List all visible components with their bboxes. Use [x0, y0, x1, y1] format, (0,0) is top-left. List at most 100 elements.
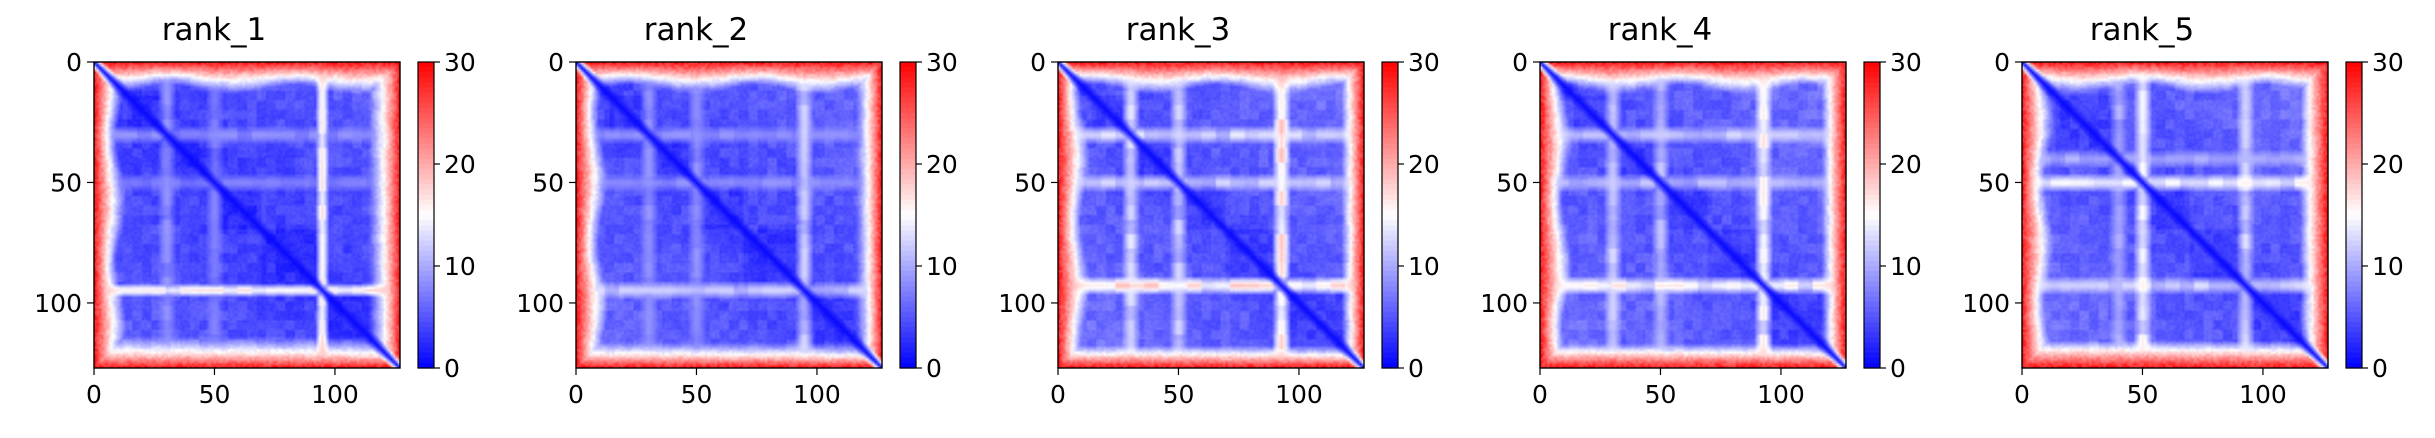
colorbar-segment: [900, 286, 916, 293]
colorbar-segment: [1864, 118, 1880, 124]
colorbar-segment: [1864, 260, 1880, 267]
colorbar-segment: [418, 332, 434, 338]
colorbar-segment: [2346, 255, 2362, 262]
colorbar-segment: [1382, 240, 1398, 247]
colorbar-segment: [900, 204, 916, 211]
colorbar-segment: [1382, 245, 1398, 252]
colorbar-segment: [1382, 235, 1398, 242]
colorbar-segment: [418, 260, 434, 267]
colorbar-segment: [2346, 291, 2362, 298]
colorbar-tick-label: 0: [926, 354, 942, 383]
x-tick-label: 100: [1275, 380, 1323, 409]
colorbar-segment: [1382, 296, 1398, 303]
colorbar-segment: [1864, 255, 1880, 262]
axes-frame: [93, 61, 401, 369]
colorbar-segment: [2346, 67, 2362, 73]
colorbar-segment: [2346, 317, 2362, 323]
colorbar-segment: [1382, 174, 1398, 180]
colorbar-segment: [418, 250, 434, 257]
x-tick-label: 50: [1645, 380, 1677, 409]
colorbar-segment: [2346, 235, 2362, 242]
colorbar-segment: [1864, 199, 1880, 206]
colorbar-segment: [418, 67, 434, 73]
colorbar-segment: [900, 255, 916, 262]
colorbar-segment: [1864, 286, 1880, 293]
colorbar-segment: [418, 102, 434, 109]
colorbar-segment: [1864, 113, 1880, 119]
colorbar-segment: [900, 322, 916, 328]
colorbar-segment: [1864, 220, 1880, 226]
y-tick-label: 100: [516, 289, 564, 318]
colorbar-segment: [418, 240, 434, 247]
x-tick-label: 100: [311, 380, 359, 409]
colorbar-segment: [1382, 169, 1398, 175]
colorbar-segment: [900, 276, 916, 282]
colorbar-segment: [1864, 143, 1880, 150]
colorbar-segment: [1382, 271, 1398, 277]
colorbar-segment: [2346, 164, 2362, 170]
colorbar-segment: [2346, 92, 2362, 99]
colorbar-segment: [2346, 240, 2362, 247]
colorbar-segment: [418, 301, 434, 308]
y-tick-label: 0: [548, 48, 564, 77]
colorbar-segment: [900, 230, 916, 236]
colorbar-segment: [1382, 322, 1398, 328]
colorbar-segment: [418, 143, 434, 150]
colorbar-segment: [2346, 322, 2362, 328]
colorbar-segment: [418, 72, 434, 78]
colorbar-segment: [1382, 153, 1398, 160]
colorbar-segment: [900, 306, 916, 313]
heatmap-image: [94, 62, 400, 368]
axes-frame: [2021, 61, 2329, 369]
colorbar-segment: [418, 189, 434, 196]
colorbar-segment: [418, 158, 434, 165]
colorbar-segment: [1382, 107, 1398, 114]
colorbar-segment: [1382, 209, 1398, 216]
heatmap-svg: 0 50 100 0 50 100 0 10 20 30: [1962, 48, 2404, 409]
colorbar-segment: [2346, 204, 2362, 211]
colorbar-segment: [900, 72, 916, 78]
colorbar-segment: [2346, 327, 2362, 333]
colorbar-segment: [1864, 72, 1880, 78]
colorbar-segment: [1382, 158, 1398, 165]
colorbar-segment: [2346, 311, 2362, 318]
colorbar-segment: [1864, 107, 1880, 114]
colorbar-segment: [418, 317, 434, 323]
colorbar-segment: [1382, 87, 1398, 94]
colorbar-segment: [900, 235, 916, 242]
colorbar-segment: [1382, 347, 1398, 354]
colorbar-segment: [900, 97, 916, 104]
colorbar-segment: [418, 276, 434, 282]
colorbar-segment: [418, 266, 434, 272]
colorbar-segment: [418, 271, 434, 277]
colorbar-segment: [1382, 220, 1398, 226]
y-tick-label: 50: [50, 168, 82, 197]
colorbar-segment: [900, 352, 916, 359]
colorbar-segment: [418, 204, 434, 211]
colorbar-segment: [1382, 204, 1398, 211]
colorbar-segment: [2346, 123, 2362, 129]
colorbar-segment: [418, 352, 434, 359]
colorbar-segment: [1382, 332, 1398, 338]
colorbar-segment: [418, 128, 434, 134]
colorbar-segment: [1864, 291, 1880, 298]
colorbar-tick-label: 10: [926, 252, 958, 281]
colorbar-segment: [1382, 164, 1398, 170]
colorbar-segment: [2346, 230, 2362, 236]
colorbar-segment: [418, 77, 434, 83]
colorbar-segment: [1864, 276, 1880, 282]
colorbar-segment: [900, 67, 916, 73]
colorbar-segment: [1382, 148, 1398, 155]
colorbar-segment: [418, 133, 434, 140]
x-tick-label: 0: [1050, 380, 1066, 409]
colorbar-segment: [1864, 153, 1880, 160]
colorbar-segment: [418, 230, 434, 236]
colorbar-segment: [2346, 286, 2362, 293]
colorbar-segment: [1864, 327, 1880, 333]
colorbar-segment: [1382, 342, 1398, 349]
axes-frame: [575, 61, 883, 369]
colorbar-segment: [1864, 352, 1880, 359]
colorbar-tick-label: 20: [1890, 150, 1922, 179]
colorbar-segment: [2346, 77, 2362, 83]
colorbar-segment: [1382, 92, 1398, 99]
